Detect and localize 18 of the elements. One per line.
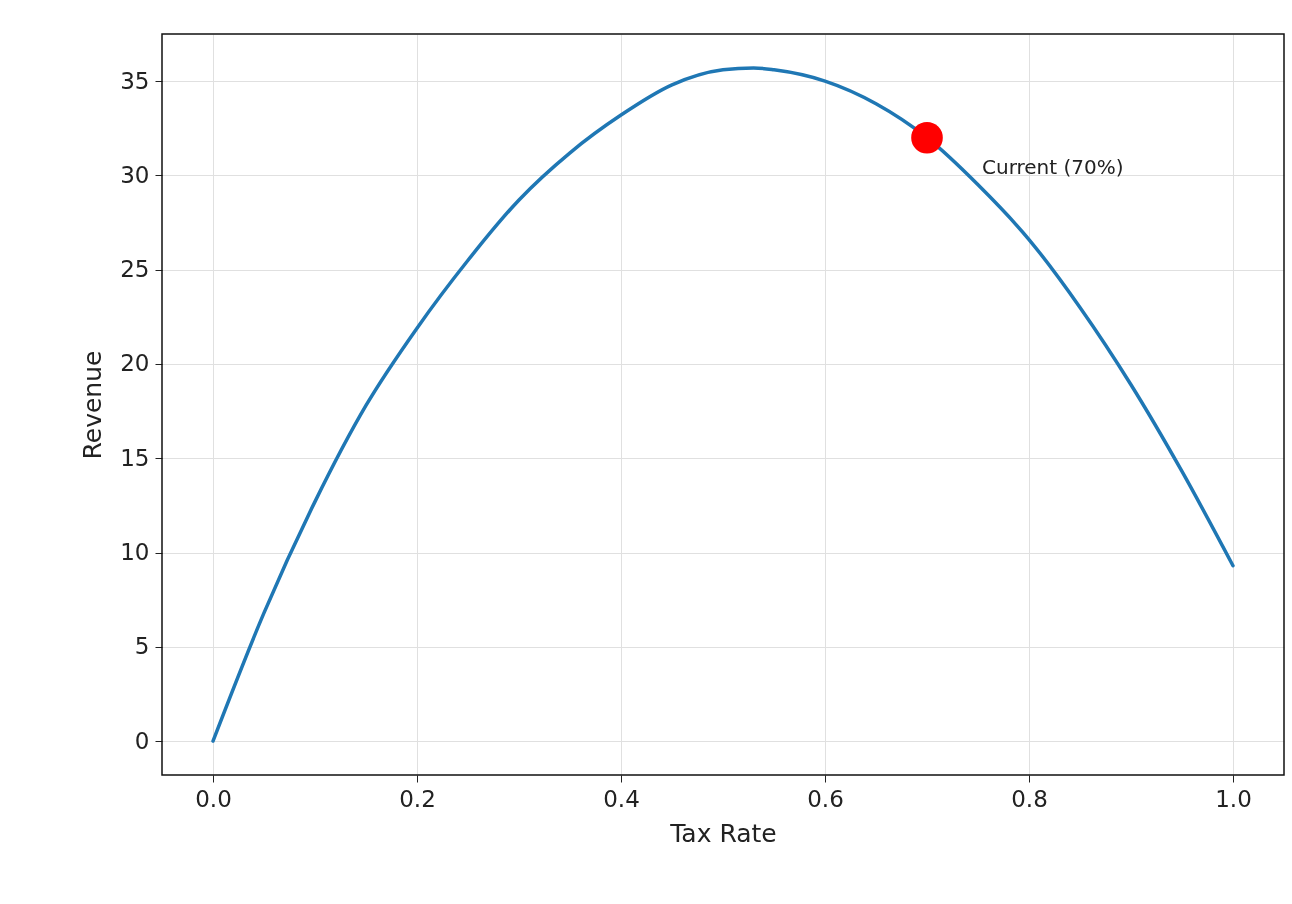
y-tick-label: 10	[120, 539, 150, 566]
x-tick-label: 0.0	[195, 785, 232, 812]
x-tick-label: 1.0	[1215, 785, 1252, 812]
line-series	[211, 66, 1235, 743]
y-tick-label: 5	[134, 633, 150, 660]
y-tick-label: 15	[120, 444, 150, 471]
x-tick-label: 0.2	[399, 785, 436, 812]
annotation: Current (70%)	[982, 154, 1124, 179]
y-axis-title: Revenue	[78, 350, 108, 460]
x-tick-label: 0.6	[807, 785, 844, 812]
y-tick-label: 20	[120, 350, 150, 377]
y-tick-label: 35	[120, 67, 150, 94]
y-tick-label: 25	[120, 256, 150, 283]
x-tick-label: 0.8	[1011, 785, 1048, 812]
y-tick-label: 30	[120, 161, 150, 188]
y-tick-label: 0	[134, 727, 150, 754]
x-axis-title: Tax Rate	[669, 818, 777, 848]
x-tick-label: 0.4	[603, 785, 640, 812]
